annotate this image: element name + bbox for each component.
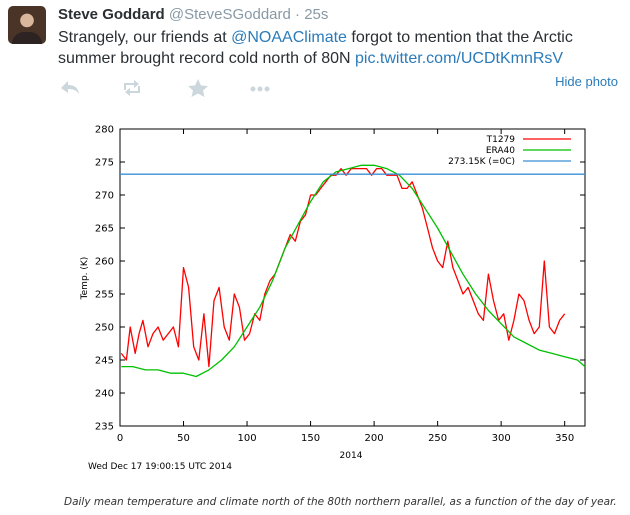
x-tick-label: 350 — [555, 433, 574, 444]
chart-timestamp: Wed Dec 17 19:00:15 UTC 2014 — [88, 462, 232, 472]
hide-photo-link[interactable]: Hide photo — [555, 74, 618, 89]
avatar[interactable] — [8, 6, 46, 44]
x-tick-label: 200 — [365, 433, 384, 444]
x-tick-label: 0 — [117, 433, 123, 444]
y-tick-label: 280 — [95, 125, 114, 136]
y-tick-label: 235 — [95, 422, 114, 433]
chart-caption: Daily mean temperature and climate north… — [64, 496, 617, 508]
reply-icon[interactable] — [58, 78, 82, 98]
more-icon[interactable] — [248, 78, 272, 98]
temperature-chart: 235 240 245 250 255 260 265 270 275 280 0 50 100 150 2… — [80, 125, 586, 472]
x-tick-label: 50 — [177, 433, 190, 444]
x-axis-label: 2014 — [340, 451, 363, 461]
plot-frame — [119, 128, 586, 427]
tweet-header: Steve Goddard @SteveSGoddard · 25s — [58, 6, 328, 23]
series-line-era40 — [121, 164, 586, 378]
x-tick-label: 150 — [301, 433, 320, 444]
legend-label: T1279 — [486, 135, 516, 145]
user-handle[interactable]: @SteveSGoddard — [168, 6, 291, 23]
legend-label: ERA40 — [486, 146, 515, 156]
y-tick-label: 275 — [95, 158, 114, 169]
y-tick-label: 255 — [95, 290, 114, 301]
y-tick-label: 260 — [95, 257, 114, 268]
pic-link[interactable]: pic.twitter.com/UCDtKmnRsV — [355, 50, 564, 67]
x-tick-label: 300 — [492, 433, 511, 444]
timestamp[interactable]: 25s — [304, 6, 329, 23]
tweet-actions — [58, 78, 618, 100]
y-tick-label: 240 — [95, 389, 114, 400]
tweet-photo[interactable]: 235 240 245 250 255 260 265 270 275 280 0 50 100 150 2… — [58, 102, 630, 515]
series-line-t1279 — [120, 167, 566, 368]
separator: · — [295, 6, 301, 23]
y-tick-label: 265 — [95, 224, 114, 235]
legend-label: 273.15K (=0C) — [448, 157, 515, 167]
tweet-text-start: Strangely, our friends at — [58, 29, 232, 46]
x-tick-label: 250 — [428, 433, 447, 444]
tweet-text: Strangely, our friends at @NOAAClimate f… — [58, 27, 618, 69]
star-icon[interactable] — [186, 78, 210, 98]
y-tick-label: 245 — [95, 356, 114, 367]
retweet-icon[interactable] — [120, 78, 144, 98]
y-tick-label: 270 — [95, 191, 114, 202]
tweet-text-end: forgot to mention that the Arctic summer… — [58, 29, 573, 67]
x-tick-label: 100 — [238, 433, 257, 444]
display-name[interactable]: Steve Goddard — [58, 6, 165, 23]
mention-link[interactable]: @NOAAClimate — [231, 29, 347, 46]
y-axis-label: Temp. (K) — [80, 257, 90, 301]
y-tick-label: 250 — [95, 323, 114, 334]
